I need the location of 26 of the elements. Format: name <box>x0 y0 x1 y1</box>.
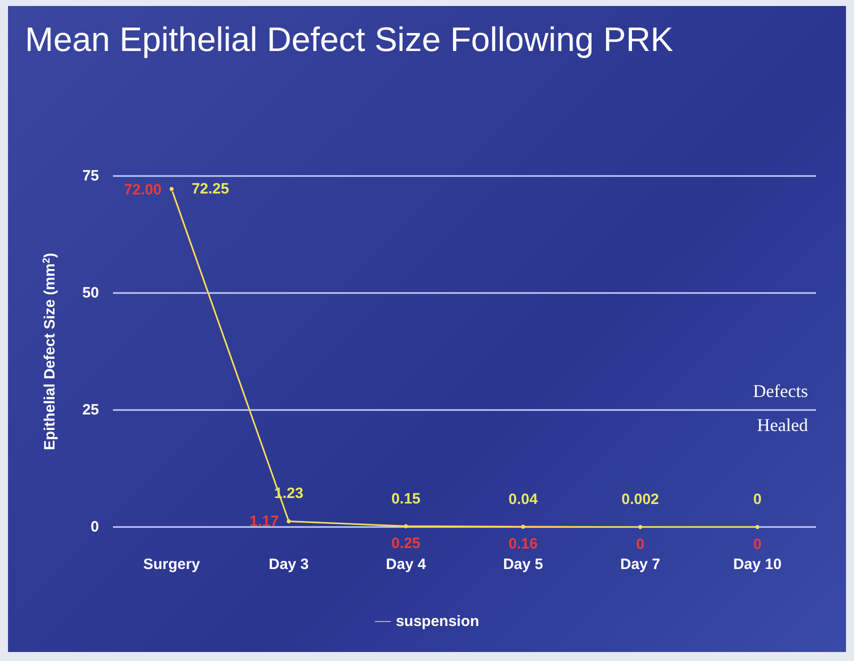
data-label: 0 <box>753 536 762 553</box>
x-tick-label: Surgery <box>143 556 201 573</box>
data-label: 72.25 <box>192 180 230 198</box>
y-tick-label: 25 <box>82 402 99 418</box>
data-label: 0.15 <box>391 490 421 508</box>
data-label: 0.04 <box>508 490 538 508</box>
data-label: 0.25 <box>391 534 421 552</box>
y-tick-label: 75 <box>82 168 99 184</box>
data-label: 0 <box>636 536 644 553</box>
data-label: 72.00 <box>124 182 162 199</box>
annotation: Healed <box>757 415 808 435</box>
annotation: Defects <box>753 381 808 401</box>
x-tick-label: Day 10 <box>733 556 782 573</box>
data-label: 0.002 <box>621 490 660 508</box>
data-label: 0 <box>753 491 762 508</box>
x-tick-label: Day 4 <box>386 556 427 573</box>
x-tick-label: Day 3 <box>268 556 309 573</box>
data-label: 0.16 <box>508 535 538 552</box>
y-tick-label: 0 <box>90 518 99 536</box>
x-tick-label: Day 5 <box>503 556 544 573</box>
data-label: 1.17 <box>250 513 279 530</box>
y-axis-title: Epithelial Defect Size (mm2) <box>42 252 58 450</box>
chart-title: Mean Epithelial Defect Size Following PRK <box>25 21 674 59</box>
legend-label: suspension <box>396 613 480 630</box>
y-tick-label: 50 <box>82 284 99 302</box>
x-tick-label: Day 7 <box>620 556 660 573</box>
